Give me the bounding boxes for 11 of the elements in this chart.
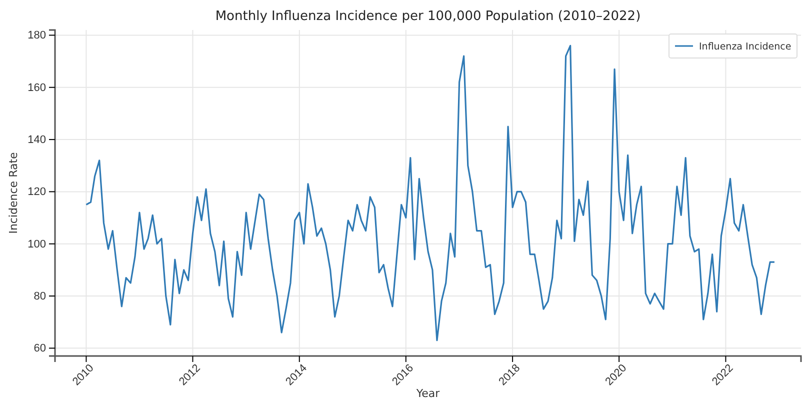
y-tick-label: 60 — [34, 342, 46, 355]
y-tick-label: 140 — [28, 134, 46, 146]
x-axis-title: Year — [415, 387, 440, 400]
legend-label: Influenza Incidence — [699, 42, 792, 52]
y-axis-title: Incidence Rate — [7, 152, 20, 234]
y-tick-label: 80 — [34, 290, 46, 303]
y-tick-label: 160 — [28, 82, 46, 94]
y-tick-label: 120 — [28, 186, 46, 198]
y-tick-label: 180 — [28, 30, 46, 42]
chart-title: Monthly Influenza Incidence per 100,000 Population (2010–2022) — [215, 9, 641, 24]
y-tick-label: 100 — [28, 238, 46, 250]
